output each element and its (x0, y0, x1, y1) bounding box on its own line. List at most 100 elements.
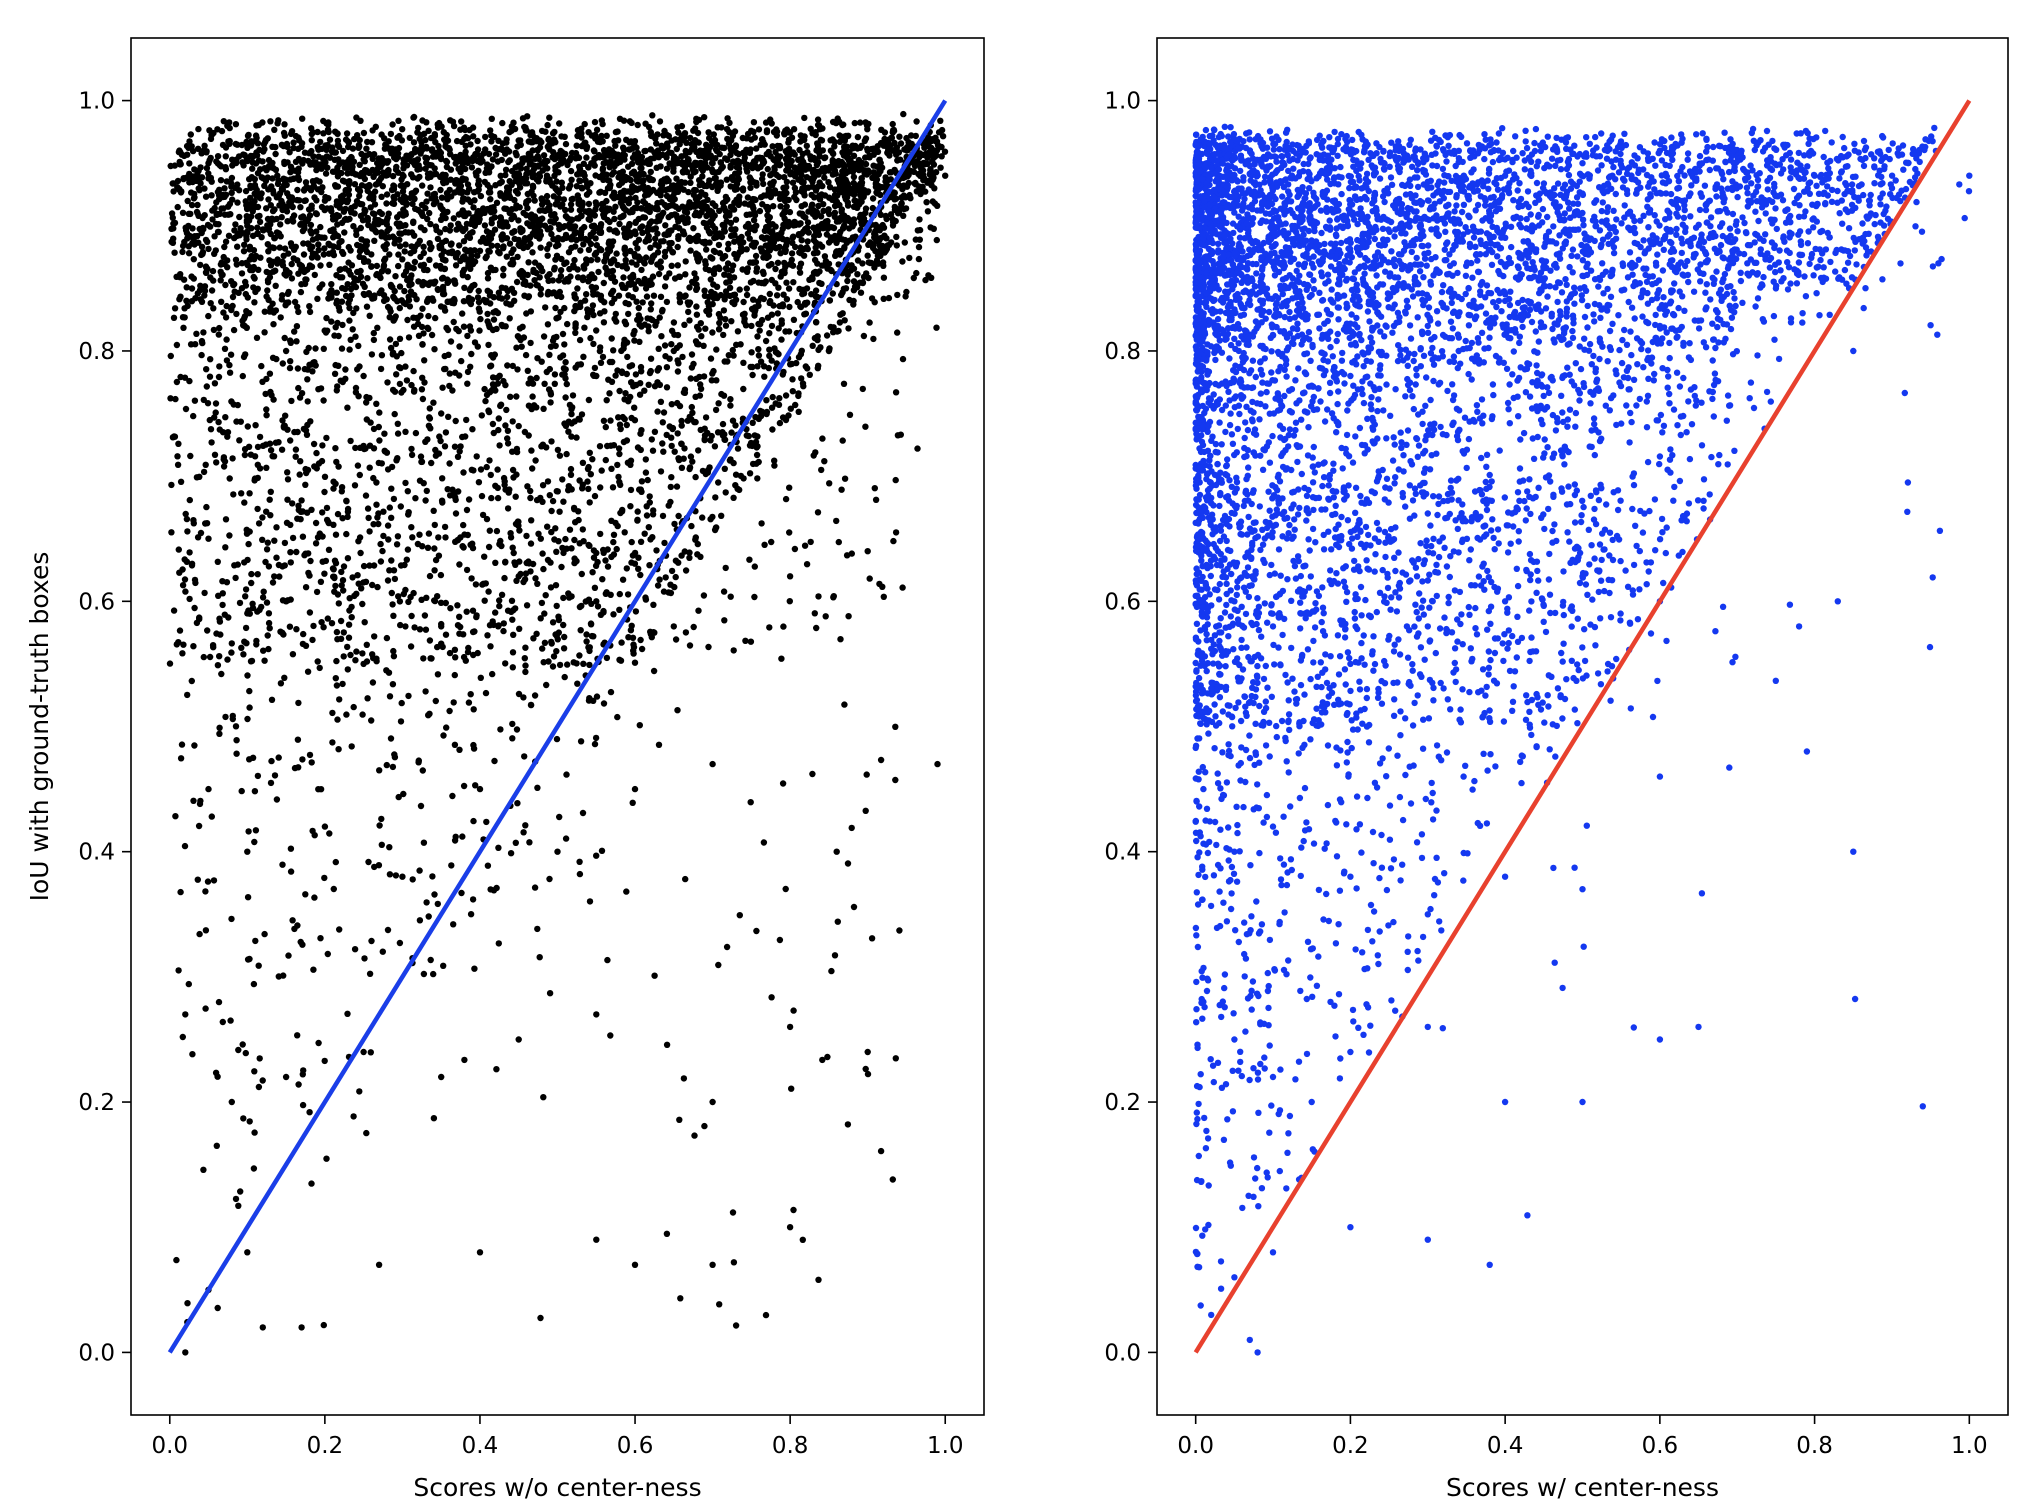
scatter-point (477, 155, 485, 162)
scatter-point (322, 329, 330, 336)
scatter-point (360, 1048, 367, 1056)
scatter-point (760, 839, 768, 846)
scatter-point (822, 613, 829, 620)
scatter-point (332, 675, 339, 682)
scatter-point (289, 917, 296, 924)
scatter-point (575, 508, 582, 515)
scatter-point (651, 972, 658, 979)
scatter-point (285, 299, 292, 306)
scatter-point (939, 133, 947, 140)
scatter-point (615, 292, 623, 299)
scatter-point (391, 240, 398, 247)
scatter-point (675, 512, 682, 520)
scatter-point (637, 430, 644, 437)
scatter-point (181, 842, 189, 850)
scatter-point (171, 162, 178, 169)
scatter-point (630, 274, 637, 281)
scatter-point (464, 332, 471, 340)
scatter-point (862, 119, 869, 126)
scatter-point (702, 414, 710, 421)
scatter-point (427, 956, 434, 964)
scatter-point (655, 345, 662, 352)
scatter-point (509, 616, 516, 623)
scatter-point (463, 416, 470, 424)
scatter-point (504, 362, 511, 369)
scatter-point (653, 547, 660, 554)
scatter-point (235, 1202, 242, 1210)
scatter-point (333, 682, 341, 689)
scatter-point (321, 823, 329, 830)
scatter-point (899, 584, 906, 591)
scatter-point (747, 184, 754, 191)
scatter-point (668, 442, 675, 450)
scatter-point (641, 275, 648, 283)
scatter-point (839, 121, 846, 129)
scatter-point (622, 256, 629, 264)
scatter-point (608, 147, 616, 155)
scatter-point (560, 498, 567, 505)
scatter-point (585, 237, 592, 244)
scatter-point (376, 822, 383, 829)
scatter-point (251, 838, 258, 846)
scatter-point (179, 582, 187, 589)
scatter-point (686, 299, 694, 306)
scatter-point (303, 431, 311, 438)
scatter-point (830, 150, 837, 158)
scatter-point (398, 137, 406, 144)
scatter-point (202, 1005, 209, 1012)
scatter-point (791, 193, 798, 201)
scatter-point (339, 147, 347, 155)
scatter-point (597, 484, 604, 491)
scatter-point (187, 131, 194, 138)
scatter-point (218, 670, 225, 678)
scatter-point (215, 418, 222, 426)
scatter-point (259, 1077, 266, 1084)
scatter-point (723, 943, 731, 951)
scatter-point (578, 203, 585, 211)
scatter-point (376, 767, 383, 774)
scatter-point (479, 511, 487, 519)
scatter-point (810, 452, 817, 459)
scatter-point (572, 329, 579, 336)
scatter-point (750, 119, 758, 126)
scatter-point (725, 240, 732, 248)
scatter-point (501, 574, 508, 582)
scatter-point (709, 1098, 716, 1106)
scatter-point (425, 712, 432, 719)
scatter-point (571, 256, 578, 264)
scatter-point (410, 367, 417, 375)
scatter-point (257, 254, 264, 261)
scatter-point (587, 471, 594, 478)
scatter-point (547, 399, 554, 406)
scatter-point (392, 872, 400, 879)
scatter-point (417, 253, 424, 261)
scatter-point (325, 121, 332, 128)
scatter-point (476, 785, 484, 793)
scatter-point (213, 158, 220, 165)
scatter-point (319, 442, 326, 449)
scatter-point (901, 146, 908, 153)
scatter-point (553, 252, 561, 259)
scatter-point (321, 570, 328, 577)
scatter-point (776, 395, 783, 402)
scatter-point (766, 290, 773, 298)
scatter-point (610, 551, 618, 558)
scatter-point (807, 125, 814, 132)
scatter-point (422, 165, 429, 172)
scatter-point (364, 275, 371, 282)
scatter-point (578, 185, 586, 192)
scatter-point (693, 311, 701, 318)
scatter-point (504, 435, 511, 442)
scatter-point (402, 363, 409, 370)
scatter-point (562, 422, 569, 429)
scatter-point (254, 224, 261, 231)
scatter-point (728, 226, 735, 233)
scatter-point (406, 134, 413, 142)
scatter-point (668, 401, 675, 408)
scatter-point (722, 316, 729, 323)
scatter-point (457, 168, 464, 176)
scatter-point (709, 222, 716, 229)
scatter-point (548, 640, 555, 647)
scatter-point (341, 229, 348, 236)
scatter-point (287, 559, 294, 566)
